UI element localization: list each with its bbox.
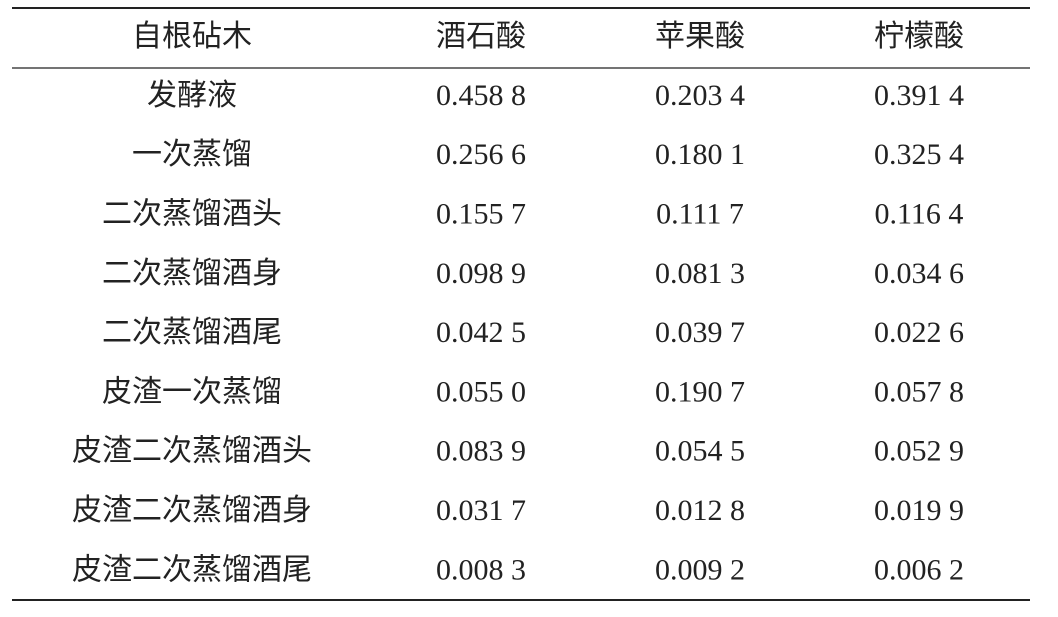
cell-value: 0.012 8 [655,494,745,527]
cell-value: 0.325 4 [874,138,964,171]
row-label: 皮渣二次蒸馏酒尾 [72,553,312,586]
row-label: 二次蒸馏酒尾 [102,316,282,349]
cell-value: 0.391 4 [874,79,964,112]
row-label: 一次蒸馏 [132,138,252,171]
cell-value: 0.081 3 [655,257,745,290]
cell-value: 0.098 9 [436,257,526,290]
cell-value: 0.054 5 [655,435,745,468]
row-label: 二次蒸馏酒身 [102,257,282,290]
cell-value: 0.052 9 [874,435,964,468]
header-cell: 苹果酸 [655,20,745,53]
cell-value: 0.031 7 [436,494,526,527]
cell-value: 0.155 7 [436,197,526,230]
cell-value: 0.042 5 [436,316,526,349]
row-label: 皮渣一次蒸馏 [102,375,282,408]
header-cell: 自根砧木 [132,20,252,53]
cell-value: 0.055 0 [436,375,526,408]
cell-value: 0.022 6 [874,316,964,349]
cell-value: 0.190 7 [655,375,745,408]
cell-value: 0.116 4 [875,197,964,230]
cell-value: 0.256 6 [436,138,526,171]
cell-value: 0.180 1 [655,138,745,171]
cell-value: 0.458 8 [436,79,526,112]
cell-value: 0.039 7 [655,316,745,349]
cell-value: 0.111 7 [656,197,744,230]
header-cell: 柠檬酸 [874,20,964,53]
cell-value: 0.203 4 [655,79,745,112]
header-cell: 酒石酸 [436,20,526,53]
cell-value: 0.009 2 [655,553,745,586]
cell-value: 0.008 3 [436,553,526,586]
cell-value: 0.019 9 [874,494,964,527]
cell-value: 0.083 9 [436,435,526,468]
row-label: 发酵液 [147,79,237,112]
row-label: 皮渣二次蒸馏酒头 [72,435,312,468]
cell-value: 0.057 8 [874,375,964,408]
row-label: 皮渣二次蒸馏酒身 [72,494,312,527]
row-label: 二次蒸馏酒头 [102,197,282,230]
cell-value: 0.006 2 [874,553,964,586]
cell-value: 0.034 6 [874,257,964,290]
